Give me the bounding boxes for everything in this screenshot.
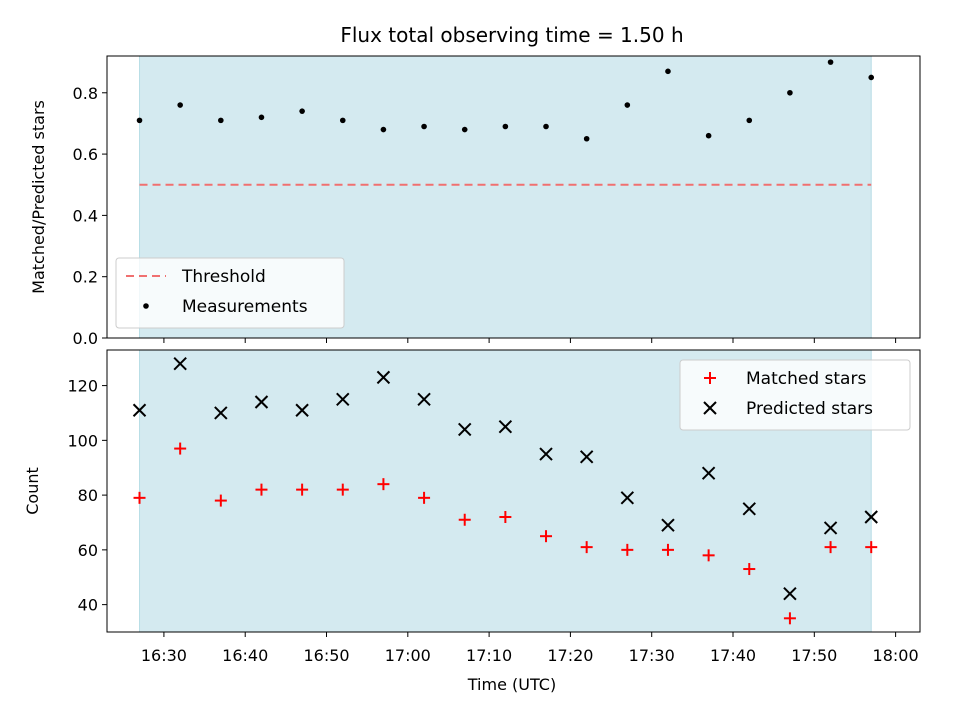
matched-stars-point bbox=[540, 530, 553, 543]
matched-stars-point bbox=[174, 442, 187, 455]
axes-frame bbox=[106, 349, 921, 633]
matched-stars-point bbox=[580, 541, 593, 554]
bottom-y-axis-label: Count bbox=[23, 467, 42, 515]
matched-stars-point bbox=[743, 563, 756, 576]
y-tick-label: 0.8 bbox=[73, 84, 98, 103]
matched-stars-point bbox=[702, 549, 715, 562]
y-tick-label: 60 bbox=[78, 541, 98, 560]
y-tick-label: 0.2 bbox=[73, 268, 98, 287]
predicted-stars-point bbox=[295, 403, 309, 417]
legend-box bbox=[115, 257, 345, 329]
figure-title: Flux total observing time = 1.50 h bbox=[340, 23, 683, 47]
y-tick-label: 0.4 bbox=[73, 206, 98, 225]
measurements-point bbox=[868, 74, 875, 81]
measurements-point bbox=[705, 132, 712, 139]
y-tick-label: 120 bbox=[67, 377, 98, 396]
predicted-stars-point bbox=[214, 406, 228, 420]
legend: Matched stars Predicted stars bbox=[679, 359, 911, 431]
matched-stars-point bbox=[499, 511, 512, 524]
predicted-stars-point bbox=[620, 491, 635, 505]
predicted-stars-point bbox=[742, 502, 756, 516]
predicted-stars-point bbox=[417, 392, 431, 406]
x-tick-label: 17:40 bbox=[710, 646, 756, 665]
y-tick-label: 0.0 bbox=[73, 329, 98, 348]
legend-label: Measurements bbox=[182, 297, 308, 317]
x-tick-label: 18:00 bbox=[873, 646, 919, 665]
x-tick-label: 17:50 bbox=[791, 646, 837, 665]
matched-stars-point bbox=[458, 513, 471, 526]
matched-stars-point bbox=[214, 494, 227, 507]
predicted-stars-point bbox=[783, 586, 797, 601]
x-tick-label: 16:50 bbox=[303, 646, 349, 665]
measurements-point bbox=[258, 114, 265, 121]
measurements-point bbox=[218, 117, 224, 124]
x-tick-label: 17:00 bbox=[385, 646, 431, 665]
matched-stars-point bbox=[255, 483, 268, 496]
measurements-point bbox=[787, 89, 793, 96]
matched-stars-point bbox=[377, 478, 390, 491]
matched-stars-point bbox=[418, 491, 431, 504]
measurements-point bbox=[665, 68, 671, 75]
measurements-point bbox=[827, 59, 834, 65]
legend-predicted-stars-swatch bbox=[703, 401, 717, 415]
measurements-point bbox=[177, 102, 183, 108]
predicted-stars-point bbox=[458, 422, 472, 437]
predicted-stars-point bbox=[336, 392, 350, 406]
y-tick-label: 80 bbox=[78, 486, 98, 505]
measurements-point bbox=[461, 126, 468, 133]
measurements-point bbox=[136, 117, 143, 124]
measurements-point bbox=[583, 135, 590, 142]
legend-measurements-swatch bbox=[143, 303, 149, 309]
legend-label: Matched stars bbox=[746, 369, 866, 389]
measurements-point bbox=[746, 117, 753, 124]
legend-box bbox=[679, 359, 911, 431]
matched-stars-point bbox=[661, 543, 674, 556]
y-tick-label: 40 bbox=[78, 596, 98, 615]
predicted-stars-point bbox=[823, 521, 838, 535]
legend: Threshold Measurements bbox=[115, 257, 345, 329]
legend-label: Predicted stars bbox=[746, 399, 873, 419]
top-panel: 0.0 0.2 0.4 0.6 0.8 Threshold Measurements bbox=[73, 55, 921, 348]
predicted-stars-point bbox=[661, 518, 675, 532]
top-y-axis-label: Matched/Predicted stars bbox=[29, 100, 48, 294]
predicted-stars-point bbox=[376, 370, 391, 385]
bottom-panel: 40 60 80 100 120 16:30 16:40 16:50 17:00 17:10 17:… bbox=[67, 349, 921, 665]
predicted-stars-point bbox=[864, 510, 878, 524]
y-tick-label: 0.6 bbox=[73, 145, 98, 164]
measurements-point bbox=[299, 108, 305, 114]
predicted-stars-point bbox=[701, 466, 716, 480]
matched-stars-point bbox=[865, 541, 878, 554]
predicted-stars-point bbox=[132, 403, 147, 417]
predicted-stars-point bbox=[539, 447, 553, 461]
predicted-stars-point bbox=[498, 419, 513, 434]
legend-label: Threshold bbox=[181, 267, 266, 287]
measurements-point bbox=[380, 126, 387, 133]
predicted-stars-point bbox=[173, 356, 187, 371]
measurements-point bbox=[502, 123, 509, 130]
matched-stars-point bbox=[296, 483, 309, 496]
matched-stars-point bbox=[621, 543, 634, 556]
predicted-stars-point bbox=[579, 450, 594, 464]
x-tick-label: 17:10 bbox=[466, 646, 512, 665]
matched-stars-point bbox=[336, 483, 349, 496]
legend-matched-stars-swatch bbox=[704, 372, 716, 384]
x-tick-label: 17:30 bbox=[629, 646, 675, 665]
predicted-stars-point bbox=[254, 395, 269, 409]
matched-stars-point bbox=[133, 491, 146, 504]
x-tick-label: 17:20 bbox=[547, 646, 593, 665]
x-tick-label: 16:30 bbox=[141, 646, 187, 665]
x-axis-label: Time (UTC) bbox=[467, 675, 556, 694]
measurements-point bbox=[543, 123, 549, 130]
y-tick-label: 100 bbox=[67, 431, 98, 450]
axes-frame bbox=[106, 55, 921, 339]
measurements-point bbox=[624, 102, 631, 108]
x-tick-label: 16:40 bbox=[222, 646, 268, 665]
measurements-point bbox=[339, 117, 346, 124]
measurements-point bbox=[421, 123, 427, 130]
matched-stars-point bbox=[824, 541, 837, 554]
matched-stars-point bbox=[783, 612, 796, 625]
